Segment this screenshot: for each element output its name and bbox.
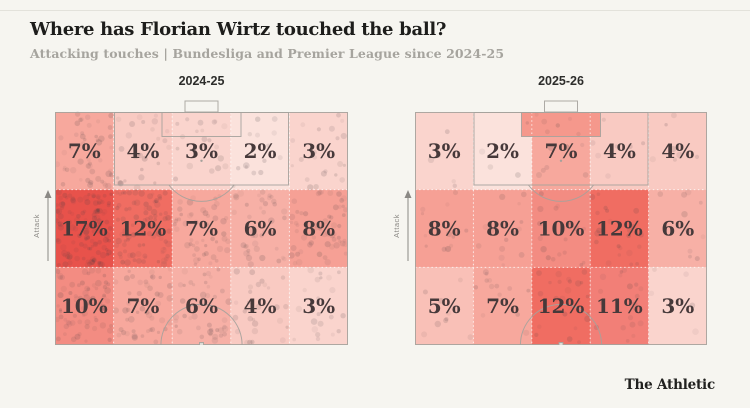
- up-arrow-icon: [404, 190, 412, 261]
- zone-cell-r1-c0: [55, 189, 114, 268]
- zone-cell-r1-c3: [590, 189, 649, 268]
- brand-logo: The Athletic: [624, 377, 716, 393]
- zone-label-r1-c0: 8%: [428, 217, 461, 241]
- attack-label: Attack: [392, 214, 401, 238]
- page-subtitle: Attacking touches | Bundesliga and Premi…: [30, 46, 505, 61]
- zone-label-r0-c2: 7%: [545, 139, 578, 163]
- top-divider: [0, 10, 750, 11]
- zone-label-r0-c4: 3%: [302, 139, 335, 163]
- zone-grid: [55, 112, 348, 345]
- zone-label-r2-c2: 12%: [538, 294, 585, 318]
- touch-dots: [55, 111, 348, 345]
- attack-direction-right: Attack: [392, 189, 414, 263]
- zone-cell-r1-c2: [531, 189, 591, 268]
- zone-label-r1-c0: 17%: [61, 217, 108, 241]
- zone-label-r0-c1: 2%: [486, 139, 519, 163]
- zone-cell-r0-c2: [172, 112, 231, 190]
- pitch-markings: [415, 100, 707, 345]
- zone-cell-r1-c1: [113, 189, 173, 268]
- zone-label-r1-c1: 8%: [486, 217, 519, 241]
- pitch-heatmap-2024-25: 7% 4% 3% 2% 3% 17% 12% 7% 6% 8% 10% 7% 6% 4% 3%: [55, 100, 348, 345]
- zone-label-r2-c2: 6%: [185, 294, 218, 318]
- zone-cell-r1-c3: [230, 189, 290, 268]
- zone-label-r1-c3: 12%: [596, 217, 643, 241]
- season-label-2025-26: 2025-26: [538, 74, 584, 88]
- zone-cell-r2-c2: [172, 267, 231, 345]
- zone-cell-r1-c4: [648, 189, 707, 268]
- zone-label-r1-c2: 10%: [538, 217, 585, 241]
- zone-cell-r2-c4: [648, 267, 707, 345]
- zone-cells: [415, 112, 707, 345]
- zone-label-r0-c3: 2%: [244, 139, 277, 163]
- zone-cell-r0-c4: [648, 112, 707, 190]
- zone-label-r2-c3: 4%: [244, 294, 277, 318]
- up-arrow-icon: [44, 190, 52, 261]
- zone-label-r1-c2: 7%: [185, 217, 218, 241]
- season-label-2024-25: 2024-25: [178, 74, 225, 88]
- zone-label-r0-c3: 4%: [603, 139, 636, 163]
- zone-cell-r1-c4: [289, 189, 348, 268]
- zone-label-r1-c4: 8%: [302, 217, 335, 241]
- zone-label-r2-c0: 5%: [428, 294, 461, 318]
- zone-label-r0-c4: 4%: [661, 139, 694, 163]
- zone-label-r0-c1: 4%: [126, 139, 159, 163]
- zone-label-r0-c0: 3%: [428, 139, 461, 163]
- zone-cell-r1-c0: [415, 189, 474, 268]
- zone-cell-r2-c0: [415, 267, 474, 345]
- zone-label-r2-c1: 7%: [486, 294, 519, 318]
- zone-cell-r1-c2: [172, 189, 231, 268]
- six-yard-shading: [521, 112, 601, 137]
- zone-label-r0-c2: 3%: [185, 139, 218, 163]
- zone-cell-r0-c0: [55, 112, 114, 190]
- attack-label: Attack: [32, 214, 41, 238]
- zone-cell-r2-c2: [531, 267, 591, 345]
- zone-cell-r0-c0: [415, 112, 474, 190]
- page-title: Where has Florian Wirtz touched the ball…: [30, 19, 447, 40]
- zone-label-r2-c4: 3%: [661, 294, 694, 318]
- pitch-markings: [55, 100, 348, 345]
- zone-label-r1-c4: 6%: [661, 217, 694, 241]
- zone-labels: 7% 4% 3% 2% 3% 17% 12% 7% 6% 8% 10% 7% 6% 4% 3%: [61, 139, 335, 318]
- zone-cell-r2-c4: [289, 267, 348, 345]
- zone-label-r0-c0: 7%: [68, 139, 101, 163]
- zone-label-r1-c3: 6%: [244, 217, 277, 241]
- zone-label-r1-c1: 12%: [119, 217, 166, 241]
- zone-label-r2-c1: 7%: [126, 294, 159, 318]
- zone-cell-r1-c1: [473, 189, 532, 268]
- zone-cell-r2-c0: [55, 267, 114, 345]
- touch-dots: [420, 112, 706, 344]
- zone-label-r2-c0: 10%: [61, 294, 108, 318]
- zone-label-r2-c4: 3%: [302, 294, 335, 318]
- attack-direction-left: Attack: [32, 189, 54, 263]
- zone-label-r2-c3: 11%: [596, 294, 643, 318]
- zone-labels: 3% 2% 7% 4% 4% 8% 8% 10% 12% 6% 5% 7% 12% 11% 3%: [428, 139, 695, 318]
- zone-cell-r0-c4: [289, 112, 348, 190]
- pitch-heatmap-2025-26: 3% 2% 7% 4% 4% 8% 8% 10% 12% 6% 5% 7% 12% 11% 3%: [415, 100, 707, 345]
- zone-grid: [415, 112, 707, 345]
